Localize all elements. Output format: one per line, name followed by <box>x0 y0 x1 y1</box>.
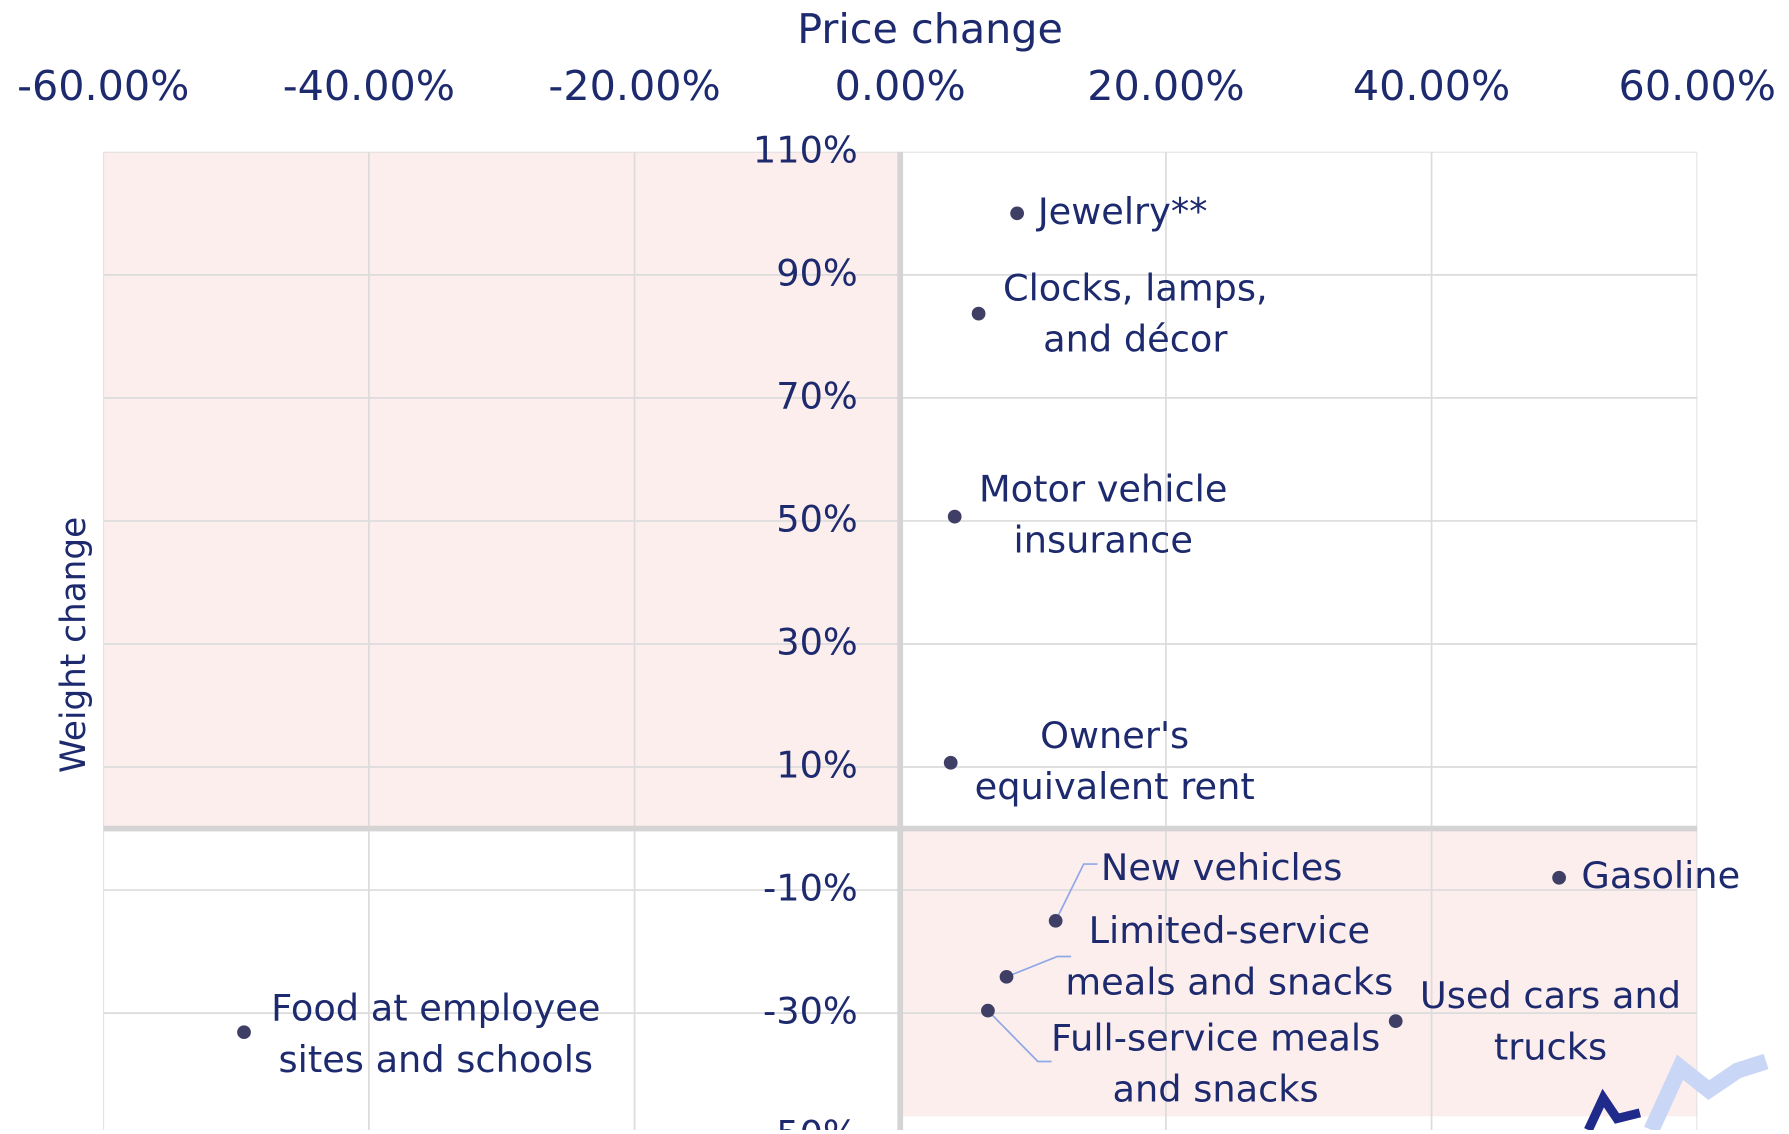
y-tick-label: 10% <box>776 744 858 787</box>
point-label: Limited-service <box>1089 909 1371 952</box>
point <box>999 969 1014 984</box>
point-label: and décor <box>1043 318 1228 361</box>
logo <box>1644 1053 1769 1134</box>
point <box>947 509 962 524</box>
point-label: and snacks <box>1113 1068 1319 1111</box>
point-label: trucks <box>1494 1026 1607 1069</box>
y-tick-label: -10% <box>763 867 858 910</box>
point-label: Used cars and <box>1420 974 1681 1017</box>
point <box>1048 913 1063 928</box>
point-label: Food at employee <box>271 987 600 1030</box>
point-label: insurance <box>1014 519 1193 562</box>
point <box>981 1003 995 1018</box>
point-label: meals and snacks <box>1065 960 1393 1003</box>
point-label: Full-service meals <box>1051 1016 1380 1059</box>
point <box>943 755 958 770</box>
point-label: New vehicles <box>1101 846 1343 889</box>
leader-line <box>1054 863 1098 922</box>
point-label: Gasoline <box>1581 854 1740 897</box>
point-label: Jewelry** <box>1036 190 1208 233</box>
quadrant-shade <box>103 151 901 829</box>
point-label: Owner's <box>1040 714 1189 757</box>
y-tick-label: 90% <box>776 251 858 294</box>
leader-line <box>1006 955 1072 978</box>
point-label: Clocks, lamps, <box>1003 266 1268 309</box>
point-label: Motor vehicle <box>979 467 1227 510</box>
y-tick-label: 110% <box>753 128 858 171</box>
leader-line <box>987 1010 1052 1063</box>
x-tick-label: 40.00% <box>1353 62 1510 110</box>
x-tick-label: 0.00% <box>835 62 966 110</box>
y-tick-label: 70% <box>776 374 858 417</box>
point <box>1552 870 1566 885</box>
point-label: sites and schools <box>279 1038 594 1081</box>
y-axis-title: Weight change <box>54 517 94 773</box>
point <box>1010 206 1025 221</box>
x-tick-label: 60.00% <box>1619 62 1776 110</box>
point <box>237 1025 251 1040</box>
point <box>1388 1014 1403 1028</box>
logo-mark <box>1584 1088 1642 1132</box>
point-label: equivalent rent <box>975 765 1255 808</box>
x-axis-title: Price change <box>797 5 1063 53</box>
x-tick-label: -20.00% <box>548 62 720 110</box>
y-tick-label: -30% <box>763 990 858 1033</box>
y-tick-label: 30% <box>776 621 858 664</box>
x-tick-label: -40.00% <box>283 62 455 110</box>
x-tick-label: -60.00% <box>17 62 189 110</box>
x-tick-label: 20.00% <box>1087 62 1244 110</box>
point <box>971 306 986 321</box>
y-tick-label: -50% <box>763 1113 858 1130</box>
y-tick-label: 50% <box>776 497 858 540</box>
